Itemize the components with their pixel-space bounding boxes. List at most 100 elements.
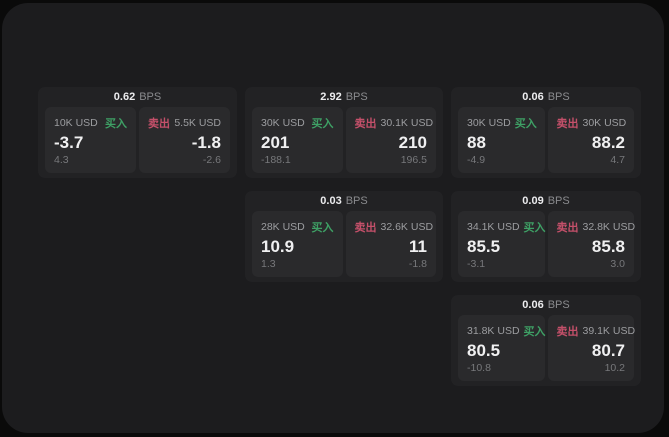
sell-badge: 卖出 — [354, 118, 377, 130]
quote-card: 0.06 BPS 31.8K USD 买入 80.5 -10.8 卖出 39.1… — [451, 295, 641, 386]
buy-price-value: -3.7 — [54, 133, 84, 152]
sell-notional-label: 30K USD — [582, 117, 627, 129]
sell-panel-top: 卖出 39.1K USD — [556, 323, 636, 339]
sell-price-value: 11 — [409, 237, 427, 256]
buy-notional-label: 30K USD — [261, 117, 305, 129]
buy-price-value: 80.5 — [467, 341, 501, 360]
card-body: 34.1K USD 买入 85.5 -3.1 卖出 32.8K USD 85.8… — [458, 211, 636, 277]
buy-badge: 买入 — [311, 118, 334, 130]
bps-unit-label: BPS — [345, 91, 368, 103]
buy-delta-value: -3.1 — [467, 258, 486, 270]
sell-delta-value: 3.0 — [610, 258, 625, 270]
buy-panel[interactable]: 34.1K USD 买入 85.5 -3.1 — [458, 211, 546, 277]
buy-delta-value: -10.8 — [467, 362, 491, 374]
buy-notional-label: 10K USD — [54, 117, 98, 129]
sell-panel[interactable]: 卖出 30.1K USD 210 196.5 — [345, 107, 436, 173]
buy-price-value: 88 — [467, 133, 486, 152]
sell-price-value: 88.2 — [591, 133, 625, 152]
sell-panel[interactable]: 卖出 32.8K USD 85.8 3.0 — [547, 211, 636, 277]
buy-panel[interactable]: 31.8K USD 买入 80.5 -10.8 — [458, 315, 546, 381]
sell-panel[interactable]: 卖出 5.5K USD -1.8 -2.6 — [139, 107, 230, 173]
bps-value: 0.06 — [522, 91, 544, 103]
bps-unit-label: BPS — [547, 91, 570, 103]
card-header: 2.92 BPS — [252, 87, 436, 107]
buy-panel[interactable]: 30K USD 买入 201 -188.1 — [252, 107, 343, 173]
card-header: 0.62 BPS — [45, 87, 230, 107]
card-body: 30K USD 买入 201 -188.1 卖出 30.1K USD 210 1… — [252, 107, 436, 173]
bps-unit-label: BPS — [547, 299, 570, 311]
sell-badge: 卖出 — [148, 118, 170, 130]
buy-panel[interactable]: 10K USD 买入 -3.7 4.3 — [45, 107, 136, 173]
sell-delta-value: 4.7 — [610, 154, 625, 166]
buy-panel-top: 28K USD 买入 — [261, 219, 334, 235]
bps-unit-label: BPS — [345, 195, 368, 207]
card-header: 0.09 BPS — [458, 191, 634, 211]
sell-panel-top: 卖出 5.5K USD — [148, 115, 221, 131]
sell-notional-label: 30.1K USD — [380, 117, 434, 129]
card-body: 30K USD 买入 88 -4.9 卖出 30K USD 88.2 4.7 — [458, 107, 634, 173]
buy-panel-top: 30K USD 买入 — [261, 115, 334, 131]
sell-panel-top: 卖出 30.1K USD — [354, 115, 434, 131]
bps-value: 2.92 — [320, 91, 342, 103]
sell-price-value: 80.7 — [591, 341, 625, 360]
sell-panel[interactable]: 卖出 32.6K USD 11 -1.8 — [345, 211, 436, 277]
buy-delta-value: -188.1 — [261, 154, 291, 166]
buy-badge: 买入 — [105, 118, 127, 130]
card-header: 0.06 BPS — [458, 295, 634, 315]
sell-panel-top: 卖出 32.8K USD — [556, 219, 636, 235]
bps-unit-label: BPS — [139, 91, 162, 103]
buy-panel[interactable]: 28K USD 买入 10.9 1.3 — [252, 211, 343, 277]
sell-delta-value: 196.5 — [400, 154, 427, 166]
sell-price-value: 85.8 — [591, 237, 625, 256]
quote-card: 2.92 BPS 30K USD 买入 201 -188.1 卖出 30.1K … — [245, 87, 443, 178]
quote-card: 0.03 BPS 28K USD 买入 10.9 1.3 卖出 32.6K US… — [245, 191, 443, 282]
buy-panel-top: 34.1K USD 买入 — [467, 219, 546, 235]
buy-badge: 买入 — [523, 222, 546, 234]
buy-delta-value: 1.3 — [261, 258, 276, 270]
buy-panel-top: 31.8K USD 买入 — [467, 323, 546, 339]
buy-notional-label: 30K USD — [467, 117, 511, 129]
buy-price-value: 201 — [261, 133, 290, 152]
buy-panel-top: 30K USD 买入 — [467, 115, 537, 131]
buy-notional-label: 34.1K USD — [467, 221, 520, 233]
quote-card: 0.62 BPS 10K USD 买入 -3.7 4.3 卖出 5.5K USD… — [38, 87, 237, 178]
card-body: 10K USD 买入 -3.7 4.3 卖出 5.5K USD -1.8 -2.… — [45, 107, 230, 173]
buy-badge: 买入 — [514, 118, 537, 130]
bps-value: 0.06 — [522, 299, 544, 311]
sell-notional-label: 32.8K USD — [582, 221, 636, 233]
sell-badge: 卖出 — [556, 118, 579, 130]
card-header: 0.03 BPS — [252, 191, 436, 211]
sell-badge: 卖出 — [354, 222, 377, 234]
sell-panel[interactable]: 卖出 30K USD 88.2 4.7 — [547, 107, 634, 173]
bps-value: 0.03 — [320, 195, 342, 207]
card-body: 31.8K USD 买入 80.5 -10.8 卖出 39.1K USD 80.… — [458, 315, 636, 381]
quote-cards-grid: 0.62 BPS 10K USD 买入 -3.7 4.3 卖出 5.5K USD… — [38, 87, 641, 386]
sell-delta-value: -1.8 — [408, 258, 427, 270]
sell-panel[interactable]: 卖出 39.1K USD 80.7 10.2 — [547, 315, 636, 381]
sell-notional-label: 32.6K USD — [380, 221, 434, 233]
buy-price-value: 10.9 — [261, 237, 295, 256]
bps-value: 0.62 — [113, 91, 136, 103]
sell-delta-value: 10.2 — [604, 362, 625, 374]
buy-delta-value: -4.9 — [467, 154, 486, 166]
sell-delta-value: -2.6 — [202, 154, 221, 166]
buy-delta-value: 4.3 — [54, 154, 69, 166]
sell-badge: 卖出 — [556, 326, 579, 338]
quote-card: 0.06 BPS 30K USD 买入 88 -4.9 卖出 30K USD 8… — [451, 87, 641, 178]
sell-price-value: -1.8 — [191, 133, 221, 152]
buy-panel[interactable]: 30K USD 买入 88 -4.9 — [458, 107, 545, 173]
buy-panel-top: 10K USD 买入 — [54, 115, 127, 131]
bps-unit-label: BPS — [547, 195, 570, 207]
buy-notional-label: 31.8K USD — [467, 325, 520, 337]
buy-notional-label: 28K USD — [261, 221, 305, 233]
sell-panel-top: 卖出 32.6K USD — [354, 219, 434, 235]
sell-badge: 卖出 — [556, 222, 579, 234]
buy-badge: 买入 — [311, 222, 334, 234]
card-body: 28K USD 买入 10.9 1.3 卖出 32.6K USD 11 -1.8 — [252, 211, 436, 277]
quote-card: 0.09 BPS 34.1K USD 买入 85.5 -3.1 卖出 32.8K… — [451, 191, 641, 282]
buy-price-value: 85.5 — [467, 237, 501, 256]
card-header: 0.06 BPS — [458, 87, 634, 107]
sell-notional-label: 5.5K USD — [174, 117, 221, 129]
sell-price-value: 210 — [398, 133, 427, 152]
buy-badge: 买入 — [523, 326, 546, 338]
